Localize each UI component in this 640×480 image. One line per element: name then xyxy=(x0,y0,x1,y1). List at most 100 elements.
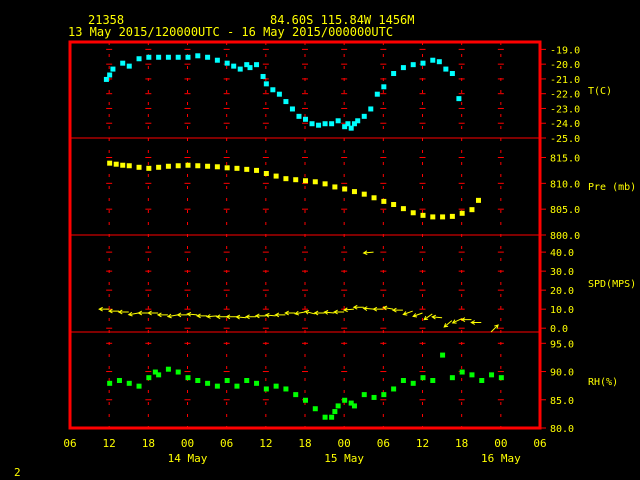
data-point xyxy=(469,207,475,213)
data-point xyxy=(107,380,113,386)
data-point xyxy=(351,189,357,195)
data-point xyxy=(430,378,436,383)
data-point xyxy=(303,116,308,122)
data-point xyxy=(489,372,495,378)
wind-arrow xyxy=(225,314,237,320)
station-id: 21358 xyxy=(88,13,124,27)
y-tick-label: 80.0 xyxy=(550,424,574,435)
x-tick-label: 12 xyxy=(259,437,272,450)
y-tick-label: 805.0 xyxy=(550,205,580,216)
x-tick-label: 00 xyxy=(494,437,507,450)
wind-arrow xyxy=(176,312,188,318)
x-tick-label: 18 xyxy=(142,437,155,450)
data-point xyxy=(254,380,260,386)
data-series xyxy=(98,53,504,420)
wind-arrow xyxy=(294,310,306,316)
data-point xyxy=(126,163,132,169)
y-tick-label: 800.0 xyxy=(550,231,580,242)
data-point xyxy=(244,166,250,172)
wind-arrow xyxy=(284,310,296,316)
y-tick-label: 85.0 xyxy=(550,396,574,407)
day-label: 16 May xyxy=(481,452,521,465)
wind-arrow xyxy=(470,320,482,325)
wind-arrow xyxy=(186,311,198,317)
y-tick-label: -24.0 xyxy=(550,119,580,130)
time-range: 13 May 2015/120000UTC - 16 May 2015/0000… xyxy=(68,25,393,39)
data-point xyxy=(244,378,250,383)
wind-arrow xyxy=(107,308,119,314)
wind-arrow xyxy=(431,314,443,320)
data-point xyxy=(283,99,289,105)
data-point xyxy=(185,162,191,168)
data-point xyxy=(120,60,126,66)
data-point xyxy=(293,392,299,398)
day-label: 15 May xyxy=(324,452,364,465)
data-point xyxy=(332,184,338,190)
wind-arrow xyxy=(254,313,266,319)
data-point xyxy=(479,378,485,383)
data-point xyxy=(469,372,475,378)
data-point xyxy=(410,380,416,386)
data-point xyxy=(361,191,367,197)
x-tick-label: 06 xyxy=(220,437,233,450)
data-point xyxy=(459,369,465,375)
data-point xyxy=(165,163,171,169)
data-point xyxy=(136,56,142,62)
wind-arrow xyxy=(352,304,364,310)
x-tick-label: 06 xyxy=(533,437,546,450)
data-point xyxy=(244,62,250,68)
wind-arrow xyxy=(391,307,403,313)
wind-arrow xyxy=(372,306,384,312)
data-point xyxy=(449,375,455,381)
data-point xyxy=(374,91,380,97)
data-point xyxy=(361,113,367,119)
data-point xyxy=(214,164,220,170)
data-point xyxy=(263,81,269,87)
data-point xyxy=(410,210,416,216)
data-point xyxy=(430,214,436,220)
x-tick-label: 00 xyxy=(181,437,194,450)
data-point xyxy=(107,160,113,166)
data-point xyxy=(342,397,348,403)
data-point xyxy=(316,122,322,128)
data-point xyxy=(165,366,171,372)
y-tick-label: -23.0 xyxy=(550,104,580,115)
wind-arrow xyxy=(196,313,208,319)
data-point xyxy=(195,378,201,383)
wind-arrow xyxy=(166,313,178,319)
data-point xyxy=(381,392,387,398)
data-point xyxy=(456,96,462,102)
data-point xyxy=(312,406,318,412)
wind-arrow xyxy=(313,310,325,316)
wind-arrow xyxy=(333,309,345,315)
data-point xyxy=(391,71,397,77)
wind-arrow xyxy=(412,312,423,318)
data-point xyxy=(110,66,116,72)
data-point xyxy=(146,375,152,381)
data-point xyxy=(107,72,113,78)
data-point xyxy=(381,198,387,204)
data-point xyxy=(400,206,406,212)
y-tick-label: 20.0 xyxy=(550,286,574,297)
wind-arrow xyxy=(244,314,257,320)
panel-label: RH(%) xyxy=(588,377,618,388)
data-point xyxy=(136,383,142,389)
wind-arrow xyxy=(98,306,110,312)
wind-arrow xyxy=(137,310,149,316)
data-point xyxy=(103,76,109,82)
data-point xyxy=(231,63,237,69)
data-point xyxy=(420,212,426,218)
y-tick-label: 40.0 xyxy=(550,248,574,259)
y-tick-label: -20.0 xyxy=(550,60,580,71)
wind-arrow xyxy=(460,317,472,322)
data-point xyxy=(247,65,253,71)
data-point xyxy=(254,167,260,173)
data-point xyxy=(185,375,191,381)
data-point xyxy=(175,369,181,375)
data-point xyxy=(120,162,126,168)
wind-arrow xyxy=(323,310,335,315)
data-point xyxy=(156,164,162,170)
wind-arrow xyxy=(264,312,276,318)
y-tick-label: -21.0 xyxy=(550,75,580,86)
data-point xyxy=(263,171,269,176)
